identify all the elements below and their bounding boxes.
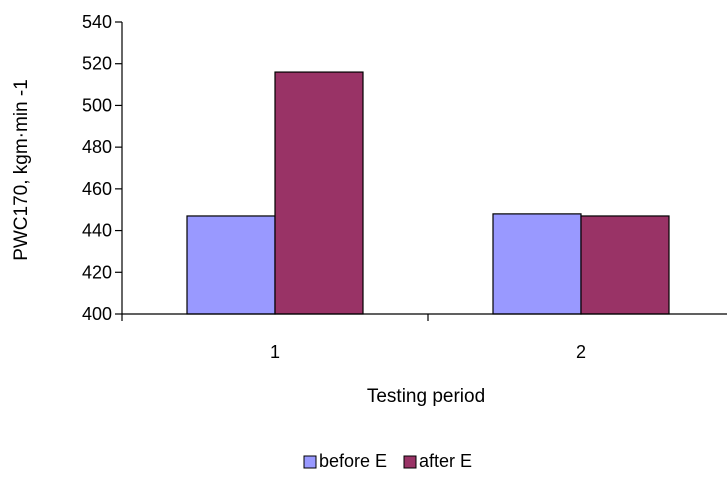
- x-axis-title: Testing period: [367, 386, 485, 407]
- legend: before E after E: [303, 451, 472, 471]
- y-tick-label: 460: [82, 179, 112, 199]
- y-tick-label: 420: [82, 262, 112, 282]
- legend-label: before E: [319, 451, 387, 471]
- x-tick-label: 2: [576, 342, 586, 362]
- legend-label: after E: [419, 451, 472, 471]
- y-tick-label: 500: [82, 95, 112, 115]
- y-axis-title: PWC170, kgm·min -1: [11, 79, 32, 261]
- y-axis-ticks: 400 420 440 460 480 500 520 540: [82, 12, 122, 324]
- y-tick-label: 480: [82, 137, 112, 157]
- bar-after-e-2: [580, 215, 670, 315]
- bar-before-e-2: [492, 213, 582, 315]
- y-tick-label: 440: [82, 221, 112, 241]
- y-tick-label: 520: [82, 54, 112, 74]
- legend-swatch: [303, 455, 317, 469]
- legend-swatch: [403, 455, 417, 469]
- bars: [186, 71, 670, 315]
- bar-after-e-1: [274, 71, 364, 315]
- x-tick-label: 1: [270, 342, 280, 362]
- y-tick-label: 400: [82, 304, 112, 324]
- bar-before-e-1: [186, 215, 276, 315]
- y-tick-label: 540: [82, 12, 112, 32]
